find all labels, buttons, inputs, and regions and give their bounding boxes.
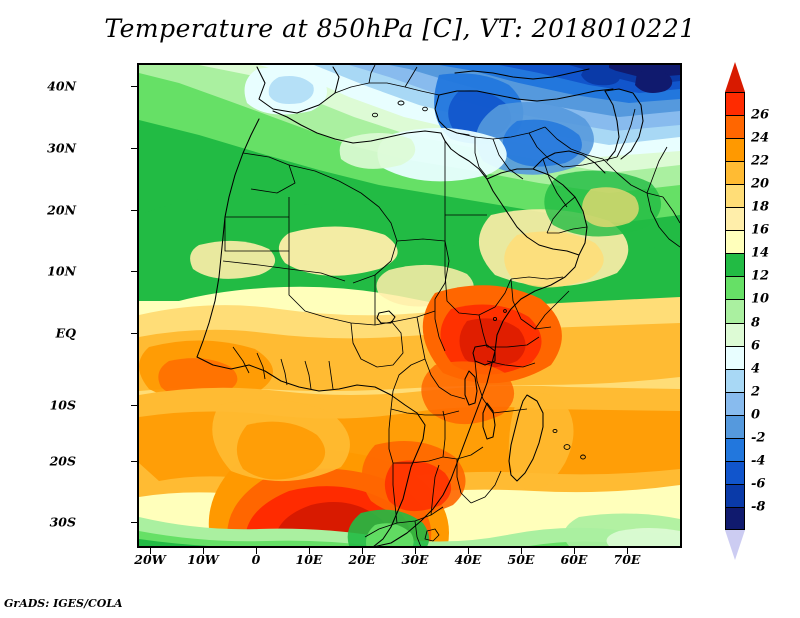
colorbar-tick-label: -8 xyxy=(751,499,766,515)
colorbar-over-arrow xyxy=(725,62,745,92)
x-axis-tick xyxy=(256,548,257,554)
y-axis-tick xyxy=(131,405,137,406)
y-axis-label-20s: 20S xyxy=(49,453,76,469)
x-axis-tick xyxy=(203,548,204,554)
colorbar-tick-label: 6 xyxy=(751,338,761,354)
colorbar-band xyxy=(725,437,745,461)
y-axis-tick xyxy=(131,271,137,272)
y-axis-label-eq: EQ xyxy=(55,325,76,341)
colorbar-tick-label: 8 xyxy=(751,315,761,331)
colorbar-band xyxy=(725,322,745,346)
y-axis-label-40n: 40N xyxy=(47,78,76,94)
x-axis-label-20w: 20W xyxy=(134,552,166,567)
x-axis-tick xyxy=(521,548,522,554)
x-axis-tick xyxy=(415,548,416,554)
colorbar-band xyxy=(725,92,745,116)
y-axis-tick xyxy=(131,210,137,211)
colorbar-tick-label: 10 xyxy=(751,291,770,307)
x-axis-label-70e: 70E xyxy=(613,552,641,567)
x-axis-label-20e: 20E xyxy=(348,552,376,567)
colorbar-tick-label: 16 xyxy=(751,222,770,238)
y-axis-tick xyxy=(131,333,137,334)
temperature-heatmap xyxy=(139,65,680,546)
y-axis-label-20n: 20N xyxy=(47,202,76,218)
colorbar-tick-label: 0 xyxy=(751,407,761,423)
colorbar-tick-label: 14 xyxy=(751,245,770,261)
y-axis-tick xyxy=(131,86,137,87)
credit-text: GrADS: IGES/COLA xyxy=(4,597,123,610)
colorbar-tick-label: 4 xyxy=(751,361,761,377)
x-axis-label-10w: 10W xyxy=(187,552,219,567)
x-axis-tick xyxy=(574,548,575,554)
x-axis-label-10e: 10E xyxy=(295,552,323,567)
x-axis-label-0: 0 xyxy=(251,552,261,567)
y-axis-label-30s: 30S xyxy=(49,514,76,530)
colorbar-band xyxy=(725,414,745,438)
colorbar xyxy=(725,92,745,530)
colorbar-tick-label: 22 xyxy=(751,153,770,169)
colorbar-band xyxy=(725,299,745,323)
x-axis-tick xyxy=(468,548,469,554)
x-axis-tick xyxy=(309,548,310,554)
colorbar-band xyxy=(725,115,745,139)
colorbar-band xyxy=(725,483,745,507)
y-axis-tick xyxy=(131,461,137,462)
x-axis-label-40e: 40E xyxy=(454,552,482,567)
colorbar-band xyxy=(725,230,745,254)
colorbar-tick-label: -2 xyxy=(751,430,766,446)
x-axis-tick xyxy=(362,548,363,554)
x-axis-label-50e: 50E xyxy=(507,552,535,567)
colorbar-tick-label: -4 xyxy=(751,453,766,469)
colorbar-band xyxy=(725,391,745,415)
y-axis-label-30n: 30N xyxy=(47,140,76,156)
x-axis-label-30e: 30E xyxy=(401,552,429,567)
colorbar-tick-label: 18 xyxy=(751,199,770,215)
colorbar-band xyxy=(725,276,745,300)
colorbar-tick-label: 20 xyxy=(751,176,770,192)
colorbar-tick-label: 12 xyxy=(751,268,770,284)
colorbar-band xyxy=(725,506,745,530)
colorbar-band xyxy=(725,161,745,185)
colorbar-band xyxy=(725,368,745,392)
colorbar-band xyxy=(725,184,745,208)
colorbar-band xyxy=(725,253,745,277)
colorbar-tick-label: 24 xyxy=(751,130,770,146)
page-title: Temperature at 850hPa [C], VT: 201801022… xyxy=(104,14,696,43)
x-axis-tick xyxy=(627,548,628,554)
colorbar-tick-label: -6 xyxy=(751,476,766,492)
y-axis-label-10n: 10N xyxy=(47,263,76,279)
colorbar-under-arrow xyxy=(725,530,745,560)
y-axis-label-10s: 10S xyxy=(49,397,76,413)
colorbar-tick-label: 26 xyxy=(751,107,770,123)
y-axis-tick xyxy=(131,148,137,149)
x-axis-tick xyxy=(150,548,151,554)
colorbar-band xyxy=(725,138,745,162)
colorbar-tick-label: 2 xyxy=(751,384,761,400)
colorbar-band xyxy=(725,207,745,231)
colorbar-band xyxy=(725,460,745,484)
y-axis-tick xyxy=(131,522,137,523)
x-axis-label-60e: 60E xyxy=(560,552,588,567)
colorbar-band xyxy=(725,345,745,369)
map-plot-area xyxy=(137,63,682,548)
